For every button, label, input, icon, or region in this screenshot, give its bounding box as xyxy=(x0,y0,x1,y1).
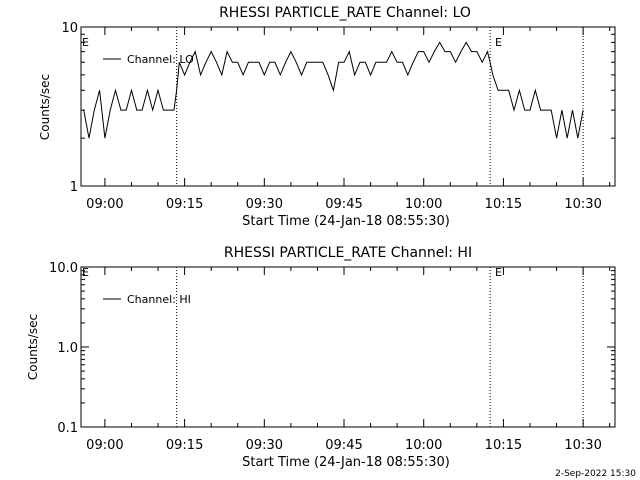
plot-frame xyxy=(80,26,616,187)
chart-panel-hi: RHESSI PARTICLE_RATE Channel: HI Counts/… xyxy=(26,245,616,470)
y-tick-label: 0.1 xyxy=(57,421,78,436)
x-tick-label: 10:00 xyxy=(405,438,442,453)
legend-label: Channel: HI xyxy=(127,293,191,306)
plot-frame xyxy=(80,266,616,428)
x-axis-label: Start Time (24-Jan-18 08:55:30) xyxy=(242,214,450,229)
x-tick-label: 09:30 xyxy=(246,438,283,453)
legend: Channel: HI xyxy=(103,293,191,306)
x-tick-label: 09:45 xyxy=(325,438,362,453)
marker-layer xyxy=(176,27,584,186)
x-axis-label: Start Time (24-Jan-18 08:55:30) xyxy=(242,455,450,470)
chart-title: RHESSI PARTICLE_RATE Channel: LO xyxy=(219,5,471,21)
x-tick-label: 10:00 xyxy=(405,197,442,212)
x-tick-label: 09:00 xyxy=(86,438,123,453)
annotation-label: E xyxy=(495,266,502,279)
y-tick-label: 1.0 xyxy=(57,341,78,356)
x-tick-label: 09:15 xyxy=(166,438,203,453)
x-tick-label: 10:30 xyxy=(564,197,601,212)
x-tick-label: 10:15 xyxy=(485,197,522,212)
x-tick-label: 10:30 xyxy=(564,438,601,453)
legend-label: Channel: LO xyxy=(127,53,194,66)
y-axis-label: Counts/sec xyxy=(26,314,40,380)
plot-layer xyxy=(83,41,584,139)
x-tick-label: 09:45 xyxy=(325,197,362,212)
tick-layer: 09:00 09:15 09:30 09:45 10:00 10:15 10:30 1 10 xyxy=(61,21,615,212)
chart-title: RHESSI PARTICLE_RATE Channel: HI xyxy=(224,245,472,261)
annotation-label: E xyxy=(82,36,89,49)
chart-panel-lo: RHESSI PARTICLE_RATE Channel: LO Counts/… xyxy=(38,5,616,229)
y-tick-label: 10 xyxy=(61,21,78,36)
y-axis-label: Counts/sec xyxy=(38,74,52,140)
footer-timestamp: 2-Sep-2022 15:30 xyxy=(555,469,636,479)
data-series-line xyxy=(83,41,584,139)
annotation-label: E xyxy=(82,266,89,279)
x-tick-label: 09:15 xyxy=(166,197,203,212)
legend: Channel: LO xyxy=(103,53,194,66)
x-tick-label: 09:00 xyxy=(86,197,123,212)
x-tick-label: 09:30 xyxy=(246,197,283,212)
annotation-label: E xyxy=(495,36,502,49)
y-tick-label: 10.0 xyxy=(49,261,78,276)
x-tick-label: 10:15 xyxy=(485,438,522,453)
y-tick-label: 1 xyxy=(70,180,78,195)
tick-layer: 09:00 09:15 09:30 09:45 10:00 10:15 10:30 0.1 1.… xyxy=(49,261,615,453)
